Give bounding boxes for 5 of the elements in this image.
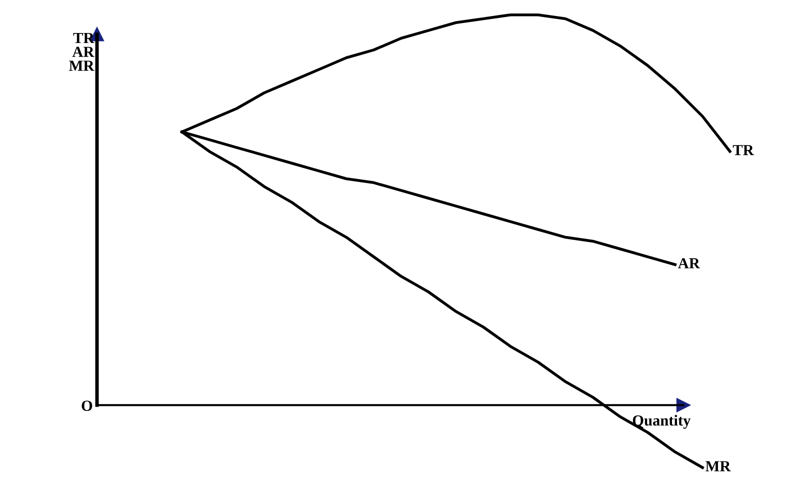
text: O [82, 400, 92, 411]
series-label: MR [706, 461, 731, 472]
series-label: AR [678, 258, 700, 268]
x-axis-title: Quantity [632, 414, 691, 429]
series-label: TR [732, 145, 754, 156]
